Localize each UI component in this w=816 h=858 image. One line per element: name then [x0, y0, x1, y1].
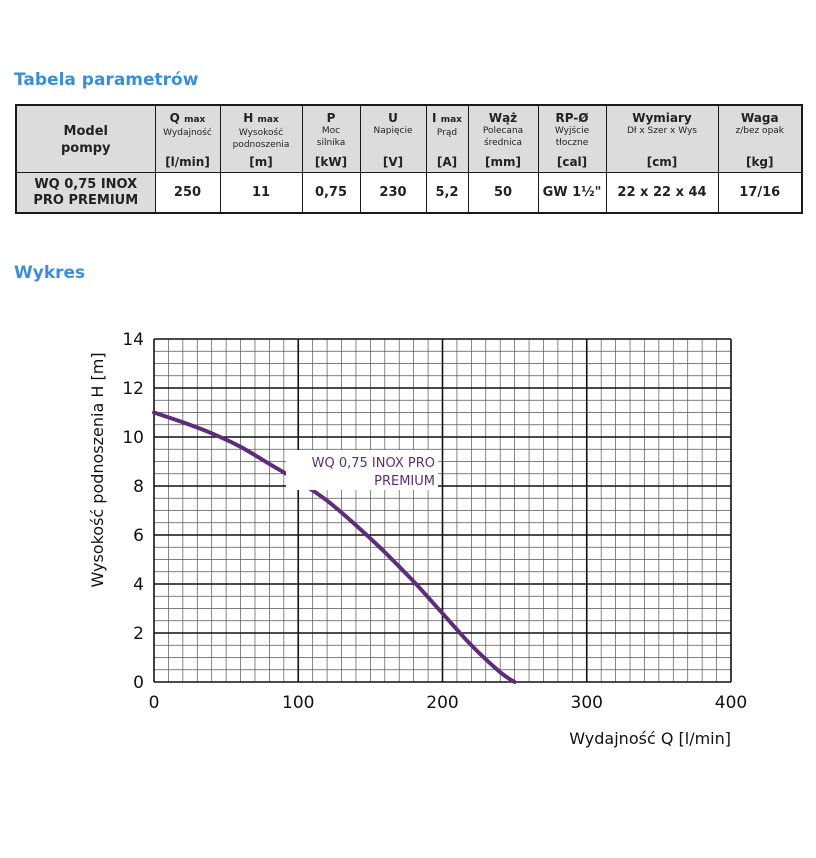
series-label-backdrop [286, 450, 438, 490]
column-symbol: RP-Ø [555, 111, 589, 125]
y-axis-title: Wysokość podnoszenia H [m] [88, 352, 107, 587]
column-symbol: Wymiary [632, 111, 692, 125]
model-header-line: Model [63, 124, 108, 139]
column-description: Dł x Szer x Wys [626, 126, 697, 136]
column-description: Wydajność [163, 128, 212, 138]
column-header: Wąż Polecana średnica [mm] [467, 104, 539, 173]
column-header: Wymiary Dł x Szer x Wys [cm] [605, 104, 719, 173]
column-header: H max Wysokość podnoszenia [m] [219, 104, 303, 173]
y-tick-label: 4 [133, 575, 144, 595]
series-label-line: WQ 0,75 INOX PRO [312, 456, 435, 471]
model-name-line: WQ 0,75 INOX [34, 176, 138, 192]
y-tick-label: 6 [133, 526, 144, 546]
model-header-line: pompy [60, 141, 111, 156]
column-header: Waga z/bez opak [kg] [717, 104, 803, 173]
series-label-line: PREMIUM [374, 474, 435, 489]
model-name-line: PRO PREMIUM [33, 192, 139, 208]
column-header: U Napięcie [V] [359, 104, 427, 173]
column-description: podnoszenia [232, 140, 290, 150]
y-tick-label: 10 [122, 428, 144, 448]
table-cell: GW 1½" [537, 172, 607, 214]
column-unit: [l/min] [165, 155, 210, 169]
column-description: z/bez opak [735, 126, 785, 136]
y-tick-label: 8 [133, 477, 144, 497]
column-symbol: P [326, 111, 336, 125]
column-unit: [mm] [485, 155, 521, 169]
x-axis-title: Wydajność Q [l/min] [569, 729, 731, 748]
column-symbol: Wąż [488, 111, 518, 125]
column-header: I max Prąd [A] [425, 104, 469, 173]
table-header-row: Model pompy Q max Wydajność [l/min] H max Wy… [15, 104, 803, 173]
column-description: Wysokość [238, 128, 284, 138]
column-symbol: Q [169, 111, 180, 125]
column-description: Napięcie [373, 126, 413, 136]
column-description: Moc [321, 126, 341, 136]
table-cell: 11 [219, 172, 303, 214]
column-description: silnika [316, 138, 346, 148]
column-description: Wyjście [554, 126, 590, 136]
column-symbol: Waga [740, 111, 779, 125]
x-tick-label: 200 [426, 693, 458, 713]
column-unit: [kg] [745, 155, 774, 169]
column-header-main: P [303, 112, 360, 125]
column-header-main: Wymiary [607, 112, 718, 125]
table-cell: 17/16 [717, 172, 803, 214]
x-tick-label: 100 [282, 693, 314, 713]
table-cell: 50 [467, 172, 539, 214]
column-header-main: RP-Ø [539, 112, 606, 125]
table-cell: 230 [359, 172, 427, 214]
y-tick-label: 0 [133, 673, 144, 693]
column-unit: [cal] [556, 155, 588, 169]
x-tick-label: 0 [149, 693, 160, 713]
column-unit: [m] [249, 155, 273, 169]
y-tick-label: 14 [122, 330, 144, 350]
column-header-main: Wąż [469, 112, 538, 125]
column-description: Polecana [482, 126, 524, 136]
chart-section-title: Wykres [14, 263, 86, 283]
column-description: średnica [483, 138, 523, 148]
column-header-main: Waga [719, 112, 802, 125]
column-unit: [V] [382, 155, 404, 169]
column-header-main: I max [427, 112, 468, 127]
model-column-header: Model pompy [15, 104, 156, 173]
column-header-main: U [361, 112, 426, 125]
x-tick-label: 400 [715, 693, 747, 713]
column-header: P Moc silnika [kW] [301, 104, 361, 173]
column-description: tłoczne [555, 138, 589, 148]
column-subscript: max [184, 115, 206, 125]
model-cell: WQ 0,75 INOX PRO PREMIUM [15, 172, 156, 214]
y-tick-label: 2 [133, 624, 144, 644]
column-symbol: H [243, 111, 254, 125]
table-section-title: Tabela parametrów [14, 70, 199, 90]
series-label: WQ 0,75 INOX PRO PREMIUM [312, 456, 435, 489]
column-unit: [cm] [646, 155, 678, 169]
parameters-table: Model pompy Q max Wydajność [l/min] H max Wy… [15, 104, 803, 214]
column-symbol: U [388, 111, 398, 125]
column-header: RP-Ø Wyjście tłoczne [cal] [537, 104, 607, 173]
column-header: Q max Wydajność [l/min] [154, 104, 221, 173]
column-unit: [A] [436, 155, 458, 169]
series-line [152, 410, 517, 684]
column-subscript: max [257, 115, 279, 125]
column-header-main: Q max [156, 112, 220, 127]
column-subscript: max [440, 115, 462, 125]
column-header-main: H max [221, 112, 302, 127]
y-tick-label: 12 [122, 379, 144, 399]
x-tick-label: 300 [571, 693, 603, 713]
column-symbol: I [432, 111, 437, 125]
table-row: WQ 0,75 INOX PRO PREMIUM 250 11 0,75 230 5,2 50… [15, 172, 803, 214]
column-unit: [kW] [314, 155, 348, 169]
column-description: Prąd [436, 128, 458, 138]
